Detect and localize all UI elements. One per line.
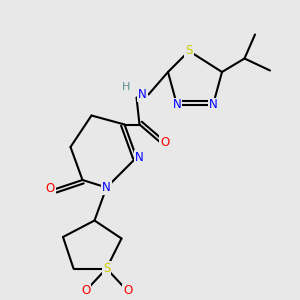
Text: N: N [208, 98, 217, 112]
Text: O: O [46, 182, 55, 196]
Text: O: O [160, 136, 169, 149]
Text: H: H [122, 82, 130, 92]
Text: O: O [123, 284, 132, 298]
Text: O: O [81, 284, 90, 298]
Text: N: N [172, 98, 182, 112]
Text: S: S [185, 44, 193, 58]
Text: S: S [103, 262, 110, 275]
Text: N: N [138, 88, 147, 101]
Text: N: N [135, 151, 144, 164]
Text: N: N [102, 181, 111, 194]
